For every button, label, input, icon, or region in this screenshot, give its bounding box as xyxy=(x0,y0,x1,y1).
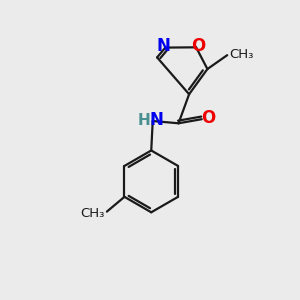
Text: N: N xyxy=(156,37,170,55)
Text: CH₃: CH₃ xyxy=(230,47,254,61)
Text: H: H xyxy=(137,113,150,128)
Text: N: N xyxy=(149,111,163,129)
Text: O: O xyxy=(201,109,215,127)
Text: CH₃: CH₃ xyxy=(80,208,104,220)
Text: O: O xyxy=(191,37,206,55)
